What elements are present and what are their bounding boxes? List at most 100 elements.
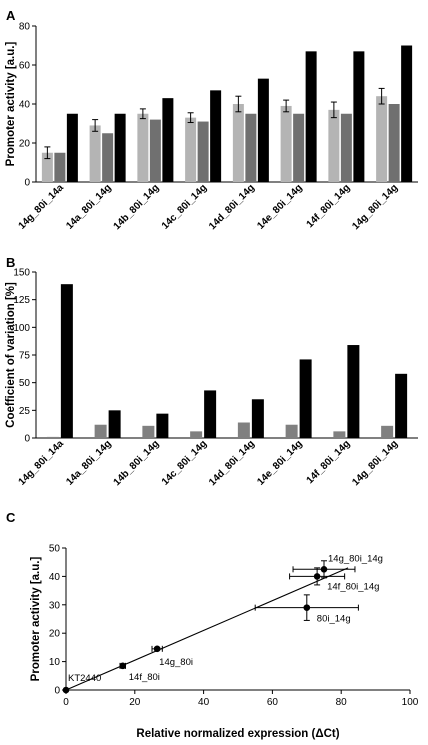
panel-a-bar [388, 104, 400, 182]
panel-b-category-label: 14b_80i_14g [112, 438, 162, 488]
panel-b-bar [251, 399, 264, 438]
panel-a-y-tick-label: 60 [19, 61, 31, 72]
panel-b-bar [60, 284, 73, 438]
panel-a-bar [376, 96, 388, 182]
panel-a-bar [137, 113, 149, 182]
panel-a-bar [257, 78, 269, 182]
panel-b-bar [94, 424, 107, 438]
panel-c-y-axis-title: Promoter activity [a.u.] [30, 557, 42, 682]
panel-b-category-label: 14e_80i_14g [255, 438, 304, 487]
panel-c-point-label: 14f_80i [129, 672, 160, 683]
panel-c-x-tick-label: 60 [267, 697, 279, 708]
panel-c-x-tick-label: 80 [336, 697, 348, 708]
panel-b-bar-chart: 0 25 50 75 100 125 150 Coefficient of variation… [5, 268, 418, 488]
panel-b-y-tick-label: 50 [19, 378, 31, 389]
panel-a-category-label: 14b_80i_14g [112, 182, 162, 232]
panel-a-category-label: 14g_80i_14a [17, 182, 67, 232]
panel-b-bar [190, 431, 203, 438]
panel-a-y-tick-label: 40 [19, 100, 31, 111]
panel-b-bar [204, 390, 217, 438]
panel-c-x-tick-label: 20 [129, 697, 141, 708]
panel-c-data-point [153, 645, 161, 653]
panel-b-bar [285, 424, 298, 438]
panel-a-category-label: 14g_80i_14g [350, 182, 400, 232]
panel-c-y-tick-label: 50 [49, 544, 61, 555]
panel-letter-a: A [6, 8, 16, 23]
panel-a-category-label: 14f_80i_14g [305, 182, 353, 230]
panel-letter-b: B [6, 255, 15, 270]
panel-c-y-tick-label: 0 [54, 686, 60, 697]
panel-a-bar [149, 119, 161, 182]
panel-a-bar [401, 45, 413, 182]
panel-b-y-tick-label: 25 [19, 406, 31, 417]
panel-b-bar [299, 359, 312, 438]
panel-a-bar [54, 152, 66, 182]
panel-letter-c: C [6, 510, 16, 525]
panel-b-category-label: 14d_80i_14g [207, 438, 257, 488]
panel-b-bar [142, 425, 155, 438]
panel-a-category-label: 14a_80i_14g [64, 182, 113, 231]
panel-b-category-label: 14g_80i_14a [17, 438, 67, 488]
panel-c-point-label: KT2440 [68, 673, 101, 684]
panel-c-y-tick-label: 20 [49, 629, 61, 640]
panel-c-x-tick-label: 40 [198, 697, 210, 708]
panel-a-bar [353, 51, 365, 182]
panel-a-bar [102, 133, 114, 182]
panel-b-bar [333, 431, 346, 438]
panel-a-bar [89, 125, 101, 182]
panel-c-point-label: 80i_14g [317, 614, 351, 625]
panel-c-scatter-chart: 0 10 20 30 40 50 0 20 40 60 80 100 Relative normaliz… [30, 544, 419, 741]
panel-c-point-label: 14f_80i_14g [327, 581, 379, 592]
panel-b-y-tick-label: 100 [13, 323, 30, 334]
panel-b-category-label: 14a_80i_14g [64, 438, 113, 487]
panel-c-point-label: 14g_80i_14g [328, 553, 383, 564]
panel-a-y-tick-label: 0 [24, 178, 30, 189]
panel-a-bar [280, 105, 292, 182]
panel-a-bar [305, 51, 317, 182]
panel-a-bar [162, 98, 174, 182]
panel-a-category-label: 14d_80i_14g [207, 182, 257, 232]
panel-a-y-tick-label: 20 [19, 139, 31, 150]
panel-c-data-point [62, 686, 70, 694]
panel-c-x-tick-label: 0 [63, 697, 69, 708]
panel-c-point-label: 14g_80i [159, 657, 193, 668]
panel-c-data-point [320, 566, 328, 573]
panel-c-y-tick-label: 40 [49, 572, 61, 583]
panel-a-bar [197, 121, 209, 182]
panel-b-bar [237, 422, 250, 438]
panel-b-bar [347, 345, 360, 438]
panel-b-y-axis-title: Coefficient of variation [%] [5, 282, 17, 428]
panel-b-y-tick-label: 150 [13, 268, 30, 279]
panel-b-y-tick-label: 0 [24, 434, 30, 445]
panel-a-bar [114, 113, 126, 182]
panel-b-bar [395, 373, 408, 438]
panel-c-regression-line [65, 567, 349, 691]
panel-b-category-label: 14f_80i_14g [305, 438, 353, 486]
panel-c-data-point [303, 604, 311, 611]
panel-b-bar [108, 410, 121, 438]
panel-a-bar [66, 113, 78, 182]
panel-a-category-label: 14c_80i_14g [160, 182, 209, 231]
panel-a-bar [210, 90, 222, 182]
panel-a-bar [41, 152, 53, 182]
panel-a-bar [232, 104, 244, 182]
panel-a-bar [245, 113, 257, 182]
panel-b-y-tick-label: 125 [13, 295, 30, 306]
panel-c-y-tick-label: 10 [49, 657, 61, 668]
panel-a-y-tick-label: 80 [19, 22, 31, 33]
panel-b-bar [381, 425, 394, 438]
panel-c-x-axis-title: Relative normalized expression (ΔCt) [136, 728, 339, 740]
panel-a-bar [328, 109, 340, 182]
panel-a-bar [340, 113, 352, 182]
panel-b-y-tick-label: 75 [19, 351, 31, 362]
panel-b-bar [46, 436, 59, 438]
panel-c-data-point [313, 573, 321, 580]
panel-a-y-axis-title: Promoter activity [a.u.] [5, 42, 17, 167]
panel-b-category-label: 14g_80i_14g [350, 438, 400, 488]
panel-a-bar [293, 113, 305, 182]
panel-c-y-tick-label: 30 [49, 600, 61, 611]
panel-c-data-point [119, 662, 127, 670]
panel-b-bar [156, 413, 169, 438]
